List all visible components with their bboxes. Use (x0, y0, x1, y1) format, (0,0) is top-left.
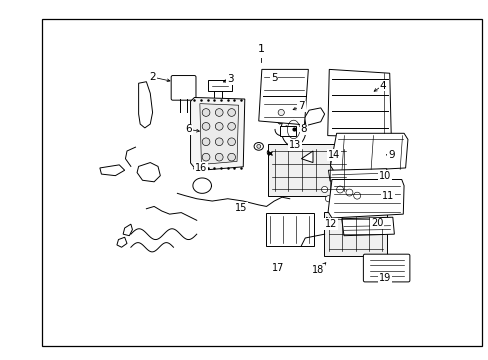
Ellipse shape (353, 192, 360, 199)
Text: 17: 17 (271, 263, 284, 273)
Ellipse shape (202, 138, 209, 145)
Text: 13: 13 (288, 140, 301, 150)
Ellipse shape (254, 143, 263, 150)
Polygon shape (327, 69, 390, 137)
Polygon shape (100, 165, 124, 176)
Polygon shape (328, 169, 387, 181)
Text: 8: 8 (300, 125, 306, 134)
Ellipse shape (215, 109, 223, 116)
Ellipse shape (227, 122, 235, 130)
Ellipse shape (202, 153, 209, 161)
FancyBboxPatch shape (323, 212, 386, 256)
FancyBboxPatch shape (171, 76, 196, 100)
Ellipse shape (321, 186, 327, 193)
Polygon shape (117, 237, 127, 247)
Text: 20: 20 (370, 219, 383, 228)
Ellipse shape (278, 109, 284, 116)
Text: 10: 10 (378, 171, 390, 181)
FancyBboxPatch shape (363, 254, 409, 282)
Text: 6: 6 (185, 125, 192, 134)
Ellipse shape (227, 153, 235, 161)
Polygon shape (302, 145, 338, 170)
Text: 14: 14 (327, 150, 339, 160)
Ellipse shape (202, 109, 209, 116)
Polygon shape (304, 108, 324, 126)
Ellipse shape (215, 153, 223, 161)
Ellipse shape (345, 189, 352, 196)
Polygon shape (327, 180, 403, 218)
Polygon shape (341, 217, 393, 236)
Ellipse shape (335, 190, 341, 197)
Bar (207, 80, 232, 91)
Ellipse shape (325, 195, 331, 202)
FancyBboxPatch shape (267, 144, 350, 196)
Text: 11: 11 (381, 191, 393, 201)
Text: 15: 15 (234, 203, 246, 213)
Text: 9: 9 (387, 150, 394, 160)
Ellipse shape (202, 122, 209, 130)
Text: 19: 19 (378, 273, 390, 283)
Ellipse shape (215, 122, 223, 130)
Ellipse shape (256, 144, 260, 148)
Polygon shape (330, 133, 407, 172)
Polygon shape (190, 98, 244, 171)
Text: 12: 12 (324, 219, 336, 229)
Polygon shape (138, 82, 152, 128)
Text: 18: 18 (312, 265, 324, 275)
Text: 3: 3 (226, 75, 233, 84)
Ellipse shape (336, 186, 343, 193)
Polygon shape (137, 163, 160, 182)
Text: 1: 1 (257, 44, 264, 54)
Text: 7: 7 (298, 101, 304, 111)
Text: 4: 4 (379, 81, 385, 91)
Ellipse shape (267, 149, 273, 156)
Text: 16: 16 (194, 163, 206, 173)
Ellipse shape (215, 138, 223, 145)
Polygon shape (200, 104, 238, 165)
Text: 1: 1 (257, 48, 264, 58)
Text: 2: 2 (149, 72, 156, 82)
Polygon shape (258, 69, 308, 125)
Bar (280, 126, 295, 136)
Ellipse shape (227, 109, 235, 116)
Polygon shape (123, 224, 132, 236)
Polygon shape (301, 151, 312, 163)
Polygon shape (273, 101, 287, 124)
Text: 5: 5 (270, 73, 277, 83)
FancyBboxPatch shape (265, 213, 313, 247)
Ellipse shape (227, 138, 235, 145)
